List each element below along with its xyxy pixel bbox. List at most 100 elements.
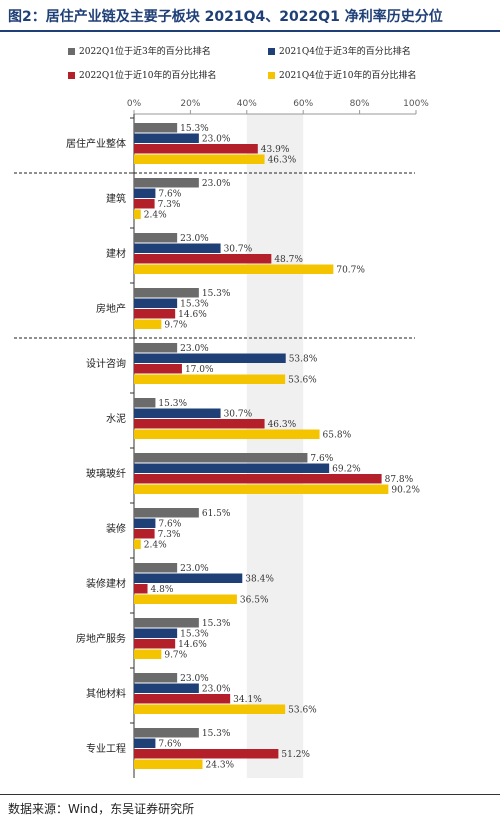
legend-label-1: 2022Q1位于近3年的百分比排名 (79, 47, 211, 57)
bar-value-label: 30.7% (224, 245, 253, 255)
title-underline (0, 30, 500, 32)
bar-value-label: 51.2% (281, 750, 310, 760)
bar (134, 144, 258, 154)
bar-value-label: 17.0% (185, 365, 214, 375)
bar (134, 573, 243, 583)
bar-value-label: 53.6% (288, 706, 317, 716)
bar-value-label: 7.6% (158, 190, 181, 200)
bar-value-label: 46.3% (268, 420, 297, 430)
legend-label-3: 2022Q1位于近10年的百分比排名 (79, 71, 217, 81)
x-tick-label: 100% (403, 99, 429, 109)
bar (134, 199, 155, 209)
bar-value-label: 70.7% (336, 266, 365, 276)
category-label: 专业工程 (86, 742, 126, 755)
bar (134, 154, 265, 164)
legend-item-1: 2022Q1位于近3年的百分比排名 (68, 44, 211, 57)
bar (134, 749, 279, 759)
bar (134, 298, 178, 308)
bar-value-label: 4.8% (151, 585, 174, 595)
bar (134, 673, 178, 683)
bar-value-label: 14.6% (178, 310, 207, 320)
bar-value-label: 2.4% (144, 541, 167, 551)
bar (134, 243, 221, 253)
bar-value-label: 15.3% (202, 729, 231, 739)
bar-value-label: 46.3% (268, 156, 297, 166)
bar (134, 639, 176, 649)
bar (134, 309, 176, 319)
bar-value-label: 7.6% (310, 454, 333, 464)
bar (134, 254, 272, 264)
legend-swatch-3 (68, 72, 75, 79)
x-tick-label: 80% (350, 99, 370, 109)
bar-value-label: 23.0% (180, 344, 209, 354)
category-label: 居住产业整体 (66, 137, 126, 150)
x-tick-label: 40% (237, 99, 257, 109)
data-source: 数据来源：Wind，东吴证券研究所 (8, 802, 195, 816)
category-label: 房地产服务 (76, 632, 126, 645)
bar (134, 319, 162, 329)
bar-value-label: 23.0% (180, 674, 209, 684)
bar (134, 539, 141, 549)
bar-value-label: 38.4% (245, 575, 274, 585)
bar-value-label: 15.3% (180, 300, 209, 310)
category-label: 装修建材 (86, 577, 126, 590)
chart-legend: 2022Q1位于近3年的百分比排名 2021Q4位于近3年的百分比排名 2022… (60, 44, 480, 84)
bar (134, 728, 199, 738)
bar-value-label: 15.3% (180, 630, 209, 640)
bar (134, 704, 286, 714)
bar (134, 474, 382, 484)
bar-value-label: 15.3% (158, 399, 187, 409)
figure-title: 图2：居住产业链及主要子板块 2021Q4、2022Q1 净利率历史分位 (8, 9, 443, 25)
bar-value-label: 23.0% (202, 685, 231, 695)
legend-item-3: 2022Q1位于近10年的百分比排名 (68, 68, 216, 81)
bar (134, 683, 199, 693)
bar-value-label: 15.3% (202, 289, 231, 299)
bar (134, 178, 199, 188)
category-label: 建筑 (106, 192, 126, 205)
bar (134, 453, 308, 463)
legend-swatch-4 (268, 72, 275, 79)
bar-value-label: 53.6% (288, 376, 317, 386)
category-label: 设计咨询 (86, 357, 126, 370)
bar-value-label: 69.2% (332, 465, 361, 475)
x-tick-label: 20% (180, 99, 200, 109)
bar (134, 209, 141, 219)
category-label: 玻璃玻纤 (86, 467, 126, 480)
legend-label-2: 2021Q4位于近3年的百分比排名 (279, 47, 411, 57)
bar (134, 419, 265, 429)
legend-swatch-2 (268, 48, 275, 55)
bar-value-label: 23.0% (180, 234, 209, 244)
bar (134, 264, 334, 274)
bar-value-label: 34.1% (233, 695, 262, 705)
bar (134, 484, 389, 494)
bar (134, 529, 155, 539)
bar-value-label: 24.3% (206, 761, 235, 771)
bar (134, 759, 203, 769)
bar (134, 398, 156, 408)
bar-value-label: 23.0% (180, 564, 209, 574)
x-tick-label: 0% (127, 99, 142, 109)
bar (134, 353, 286, 363)
bar (134, 463, 330, 473)
legend-swatch-1 (68, 48, 75, 55)
figure-title-bar: 图2：居住产业链及主要子板块 2021Q4、2022Q1 净利率历史分位 (0, 0, 500, 34)
bar-value-label: 43.9% (261, 145, 290, 155)
bar (134, 563, 178, 573)
bar-value-label: 7.3% (158, 530, 181, 540)
bar (134, 738, 156, 748)
legend-label-4: 2021Q4位于近10年的百分比排名 (279, 71, 417, 81)
bar-value-label: 14.6% (178, 640, 207, 650)
bar-value-label: 7.6% (158, 740, 181, 750)
bar (134, 594, 237, 604)
bar (134, 628, 178, 638)
legend-item-2: 2021Q4位于近3年的百分比排名 (268, 44, 411, 57)
footer-divider (0, 794, 500, 795)
bar-value-label: 36.5% (240, 596, 269, 606)
bar-value-label: 87.8% (385, 475, 414, 485)
bar (134, 188, 156, 198)
bar (134, 374, 286, 384)
bar (134, 694, 231, 704)
bar-value-label: 61.5% (202, 509, 231, 519)
bar (134, 584, 148, 594)
x-tick-label: 60% (293, 99, 313, 109)
